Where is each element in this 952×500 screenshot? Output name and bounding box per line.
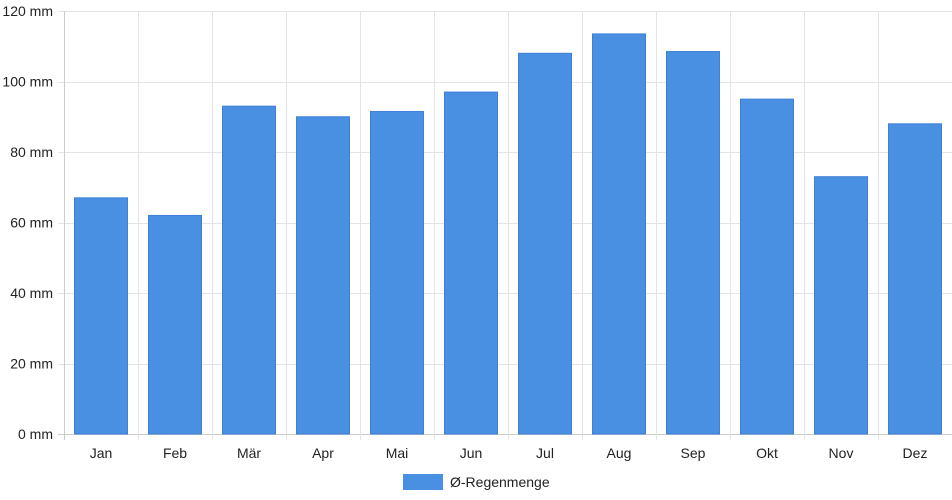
bar-nov[interactable] — [814, 176, 868, 435]
x-tick-label: Sep — [681, 445, 706, 461]
y-axis-ticks: 0 mm 20 mm 40 mm 60 mm 80 mm 100 mm 120 mm — [2, 3, 53, 442]
bar-dez[interactable] — [888, 123, 942, 435]
y-tick-label: 100 mm — [2, 74, 53, 90]
x-tick-label: Apr — [312, 445, 334, 461]
x-tick-label: Okt — [756, 445, 778, 461]
bar-jun[interactable] — [444, 91, 498, 435]
bars — [74, 33, 942, 435]
x-tick-label: Feb — [163, 445, 187, 461]
x-tick-label: Jun — [460, 445, 483, 461]
bar-mär[interactable] — [222, 105, 276, 435]
legend-label: Ø-Regenmenge — [450, 474, 550, 490]
x-tick-label: Nov — [829, 445, 854, 461]
y-tick-label: 80 mm — [10, 144, 53, 160]
x-tick-label: Mai — [386, 445, 409, 461]
x-tick-label: Aug — [607, 445, 632, 461]
legend[interactable]: Ø-Regenmenge — [403, 474, 550, 490]
y-tick-label: 60 mm — [10, 215, 53, 231]
y-tick-label: 0 mm — [18, 426, 53, 442]
x-tick-label: Jan — [90, 445, 113, 461]
bar-jan[interactable] — [74, 197, 128, 435]
y-tick-label: 20 mm — [10, 356, 53, 372]
x-tick-label: Dez — [903, 445, 928, 461]
bar-okt[interactable] — [740, 98, 794, 435]
y-tick-label: 120 mm — [2, 3, 53, 19]
x-tick-label: Mär — [237, 445, 261, 461]
bar-jul[interactable] — [518, 52, 572, 435]
bar-mai[interactable] — [370, 110, 424, 435]
y-tick-label: 40 mm — [10, 285, 53, 301]
bar-sep[interactable] — [666, 51, 720, 435]
bar-aug[interactable] — [592, 33, 646, 435]
bar-feb[interactable] — [148, 214, 202, 435]
grid — [58, 11, 952, 440]
legend-swatch — [403, 474, 443, 490]
x-tick-label: Jul — [536, 445, 554, 461]
bar-apr[interactable] — [296, 116, 350, 435]
x-axis-ticks: Jan Feb Mär Apr Mai Jun Jul Aug Sep Okt Nov Dez — [90, 445, 928, 461]
